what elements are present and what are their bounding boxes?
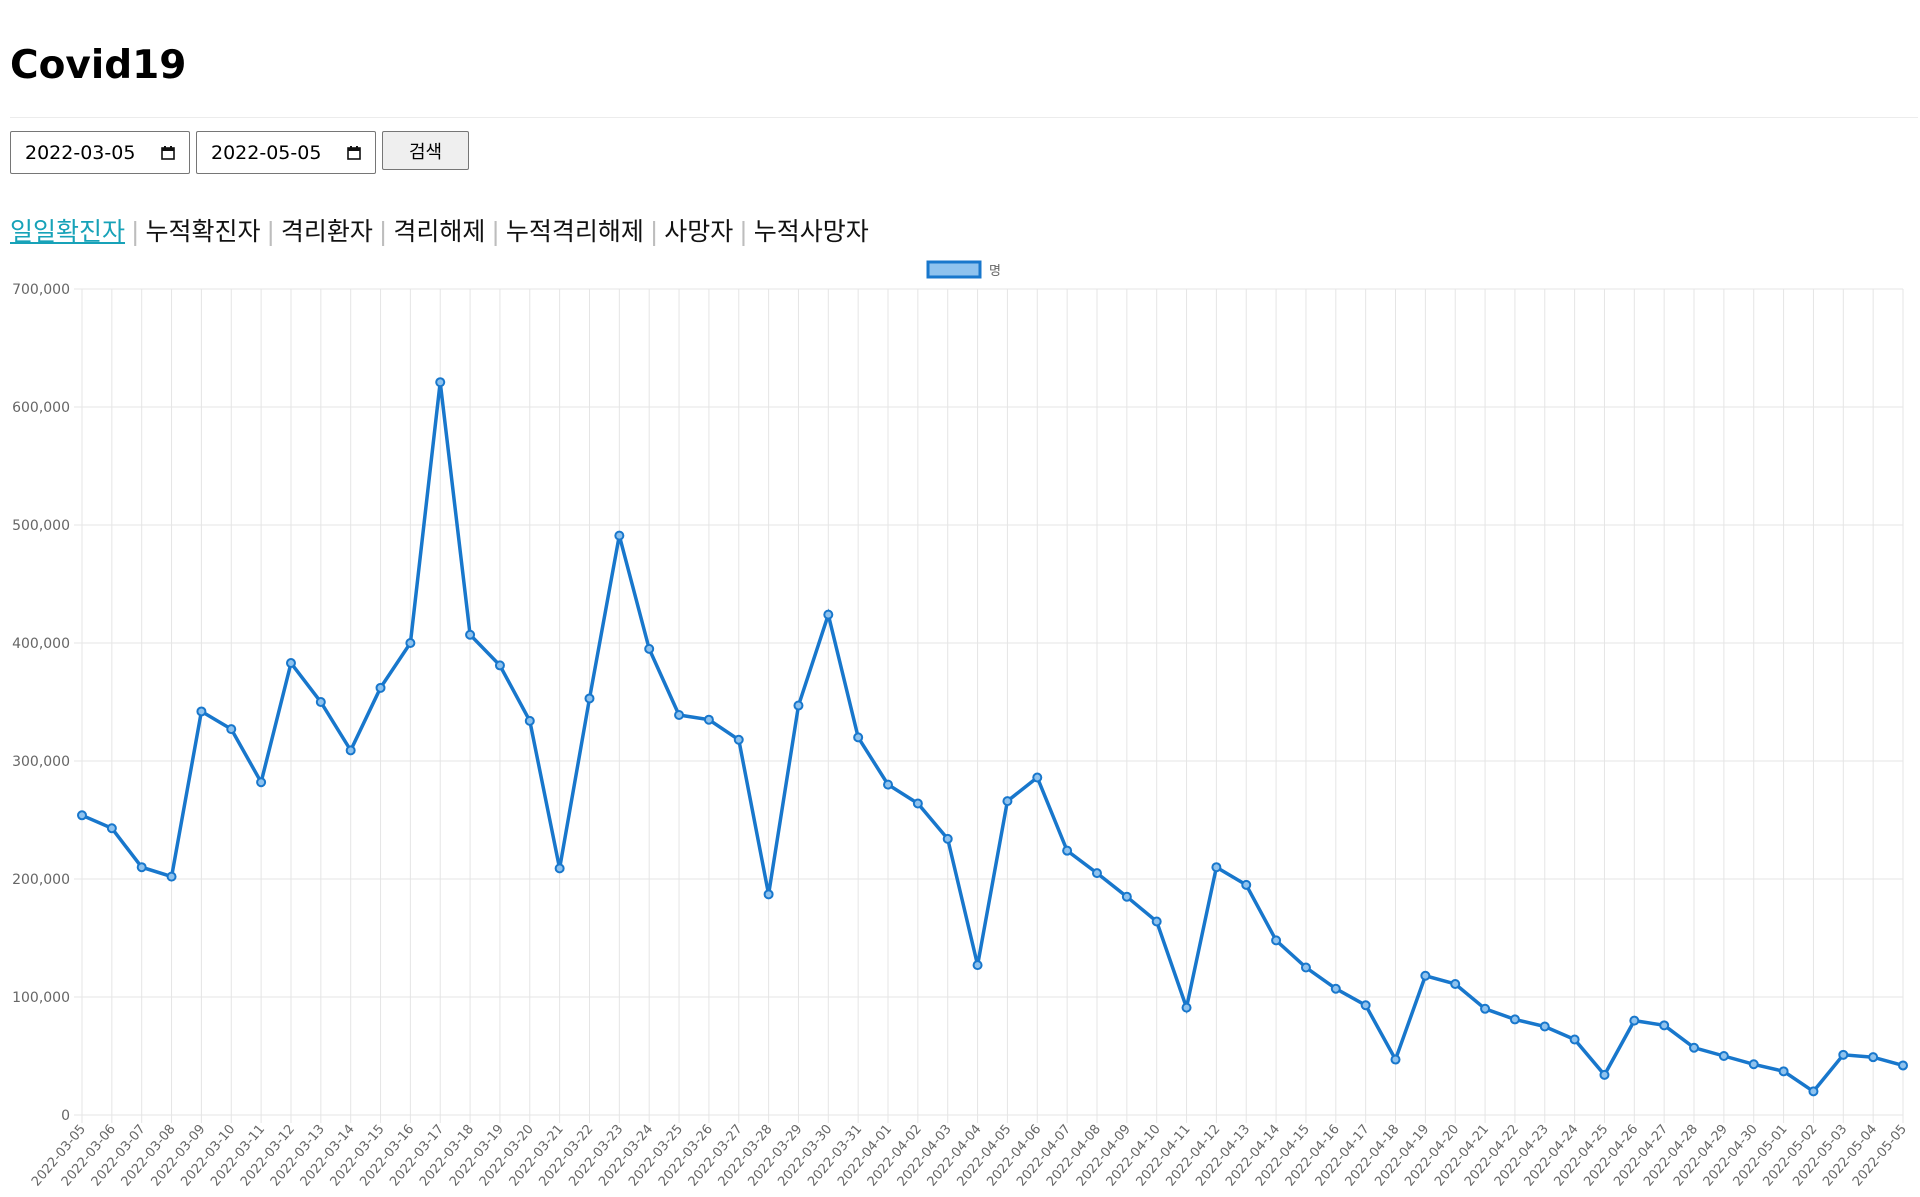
data-point: [375, 682, 386, 693]
y-tick-label: 700,000: [12, 282, 70, 298]
data-point: [793, 700, 804, 711]
data-point: [1808, 1086, 1819, 1097]
y-tick-label: 300,000: [12, 754, 70, 770]
data-point: [226, 724, 237, 735]
end-date-value: 2022-05-05: [211, 141, 322, 164]
y-tick-label: 600,000: [12, 400, 70, 416]
tab-6[interactable]: 사망자: [664, 217, 734, 246]
data-point: [733, 734, 744, 745]
search-button[interactable]: 검색: [382, 131, 469, 170]
data-point: [1450, 979, 1461, 990]
data-point: [494, 660, 505, 671]
line-chart: 0 100,000 200,000 300,000 400,000 500,000 600,…: [12, 260, 1910, 1189]
data-point: [942, 833, 953, 844]
tab-separator: |: [491, 217, 500, 246]
metric-tabs: 일일확진자 | 누적확진자 | 격리환자 | 격리해제 | 누적격리해제 | 사망자 | 누적사망자: [10, 212, 869, 248]
data-point: [614, 530, 625, 541]
data-point: [853, 732, 864, 743]
data-point: [315, 697, 326, 707]
data-point: [912, 798, 923, 809]
data-point: [1569, 1034, 1580, 1045]
page-title: Covid19: [10, 43, 187, 88]
calendar-icon[interactable]: [347, 145, 361, 160]
data-point: [1509, 1014, 1520, 1025]
legend-label: 명: [989, 264, 1001, 279]
data-point: [524, 715, 535, 726]
start-date-input[interactable]: 2022-03-05: [10, 131, 190, 174]
data-point: [1091, 868, 1102, 879]
data-point: [1718, 1051, 1729, 1061]
tab-4[interactable]: 격리해제: [393, 217, 486, 246]
tab-7[interactable]: 누적사망자: [753, 217, 869, 246]
data-point: [1062, 845, 1073, 856]
data-point: [1181, 1002, 1192, 1013]
data-point: [1778, 1066, 1789, 1077]
start-date-value: 2022-03-05: [25, 141, 136, 164]
data-point: [763, 889, 774, 900]
tab-1[interactable]: 일일확진자: [10, 217, 126, 246]
data-point: [196, 706, 207, 717]
data-point: [405, 638, 416, 648]
data-point: [1689, 1042, 1700, 1053]
header-divider: [10, 117, 1918, 118]
tab-3[interactable]: 격리환자: [280, 217, 373, 246]
data-point: [1151, 916, 1162, 927]
data-point: [1868, 1052, 1879, 1063]
data-point: [1330, 983, 1341, 994]
data-point: [1539, 1021, 1550, 1032]
data-point: [345, 745, 356, 756]
data-point: [1629, 1015, 1640, 1026]
tab-separator: |: [378, 217, 388, 246]
data-point: [1748, 1059, 1759, 1070]
tab-separator: |: [739, 217, 748, 246]
data-point: [1121, 891, 1132, 902]
data-point: [465, 629, 476, 640]
data-point: [972, 960, 983, 971]
data-point: [1271, 935, 1282, 946]
y-tick-label: 400,000: [12, 636, 70, 652]
data-point: [1002, 796, 1013, 807]
y-tick-label: 100,000: [12, 990, 70, 1006]
data-point: [106, 823, 117, 834]
data-point: [285, 658, 296, 669]
data-point: [1599, 1069, 1610, 1080]
data-point: [554, 863, 565, 874]
data-point: [166, 871, 177, 882]
data-point: [823, 609, 834, 620]
tab-separator: |: [649, 217, 659, 246]
data-point: [1032, 772, 1043, 783]
data-point: [1360, 1000, 1371, 1011]
date-controls: 2022-03-05 2022-05-05 검색: [10, 131, 469, 174]
data-point: [644, 643, 655, 654]
data-point: [1211, 862, 1222, 873]
data-point: [1659, 1020, 1670, 1031]
y-tick-label: 200,000: [12, 872, 70, 888]
tab-separator: |: [131, 217, 140, 246]
calendar-icon[interactable]: [161, 145, 175, 160]
data-point: [1838, 1049, 1849, 1060]
data-point: [256, 777, 267, 788]
y-tick-label: 0: [61, 1108, 70, 1124]
data-point: [1898, 1060, 1908, 1071]
data-point: [584, 693, 595, 704]
data-point: [77, 810, 87, 821]
data-point: [1480, 1003, 1491, 1014]
data-point: [674, 709, 685, 720]
data-point: [1420, 970, 1431, 981]
tab-2[interactable]: 누적확진자: [145, 217, 261, 246]
data-point: [136, 862, 147, 873]
end-date-input[interactable]: 2022-05-05: [196, 131, 376, 174]
tab-5[interactable]: 누적격리해제: [505, 217, 644, 246]
tab-separator: |: [266, 217, 275, 246]
series-line: [81, 381, 1904, 1094]
data-point: [1241, 879, 1252, 890]
data-point: [1300, 962, 1311, 973]
data-point: [1390, 1054, 1401, 1065]
legend-swatch: [926, 260, 982, 279]
y-tick-label: 500,000: [12, 518, 70, 534]
data-point: [703, 714, 714, 725]
data-point: [435, 377, 446, 388]
data-point: [883, 779, 894, 790]
